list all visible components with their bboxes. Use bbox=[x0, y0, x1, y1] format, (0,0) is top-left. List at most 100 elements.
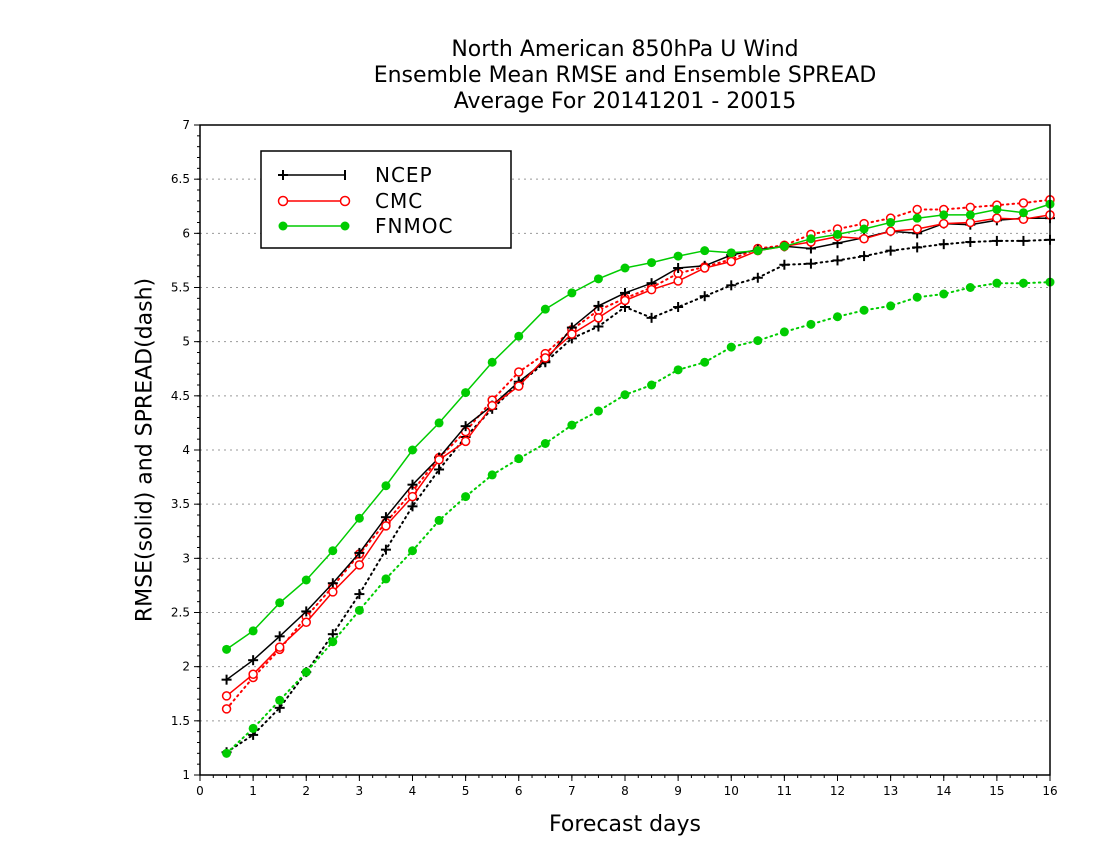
point-ncep-rmse bbox=[274, 631, 285, 642]
point-cmc-rmse bbox=[620, 295, 630, 306]
point-cmc-rmse bbox=[992, 213, 1002, 223]
point-ncep-rmse bbox=[593, 300, 604, 311]
point-fnmoc-rmse bbox=[354, 513, 364, 523]
point-ncep-spread bbox=[380, 544, 391, 555]
point-ncep-spread bbox=[726, 280, 737, 291]
point-cmc-rmse bbox=[912, 224, 922, 234]
x-tick-label: 16 bbox=[1042, 784, 1057, 798]
point-ncep-spread bbox=[991, 235, 1002, 246]
y-tick-label: 1.5 bbox=[171, 714, 190, 728]
point-fnmoc-spread bbox=[726, 342, 736, 352]
chart-title-line-3: Average For 20141201 - 20015 bbox=[453, 89, 797, 114]
legend-fnmoc-marker2 bbox=[340, 221, 350, 231]
point-ncep-spread bbox=[912, 242, 923, 253]
point-fnmoc-spread bbox=[434, 515, 444, 525]
x-tick-label: 11 bbox=[777, 784, 792, 798]
point-fnmoc-rmse bbox=[647, 258, 657, 268]
point-fnmoc-rmse bbox=[1018, 208, 1028, 218]
point-fnmoc-spread bbox=[620, 390, 630, 400]
x-tick-label: 12 bbox=[830, 784, 845, 798]
point-fnmoc-spread bbox=[328, 637, 338, 647]
x-tick-label: 7 bbox=[568, 784, 576, 798]
point-fnmoc-rmse bbox=[779, 241, 789, 251]
point-fnmoc-spread bbox=[886, 301, 896, 311]
point-ncep-spread bbox=[805, 258, 816, 269]
y-tick-label: 5.5 bbox=[171, 281, 190, 295]
point-fnmoc-spread bbox=[859, 305, 869, 315]
point-ncep-rmse bbox=[673, 263, 684, 273]
x-tick-label: 13 bbox=[883, 784, 898, 798]
x-tick-label: 4 bbox=[409, 784, 417, 798]
x-tick-label: 1 bbox=[249, 784, 257, 798]
point-cmc-rmse bbox=[487, 400, 497, 411]
point-cmc-rmse bbox=[407, 491, 418, 502]
x-tick-label: 0 bbox=[196, 784, 204, 798]
point-ncep-spread bbox=[938, 239, 949, 250]
x-axis-label: Forecast days bbox=[548, 812, 702, 837]
y-tick-label: 5 bbox=[182, 335, 190, 349]
point-ncep-spread bbox=[832, 255, 843, 266]
point-cmc-rmse bbox=[567, 329, 577, 339]
point-cmc-rmse bbox=[221, 691, 232, 701]
point-ncep-rmse bbox=[407, 479, 418, 490]
series-layer bbox=[221, 195, 1055, 758]
point-fnmoc-spread bbox=[593, 406, 603, 416]
plot-frame bbox=[199, 124, 1051, 776]
point-fnmoc-rmse bbox=[381, 481, 391, 491]
point-fnmoc-spread bbox=[222, 748, 232, 758]
point-cmc-rmse bbox=[859, 234, 869, 244]
point-ncep-rmse bbox=[460, 421, 471, 432]
point-ncep-spread bbox=[779, 259, 790, 270]
point-fnmoc-spread bbox=[381, 574, 391, 584]
point-ncep-spread bbox=[407, 501, 418, 512]
y-tick-label: 3 bbox=[182, 551, 190, 565]
point-fnmoc-rmse bbox=[248, 626, 258, 636]
point-fnmoc-rmse bbox=[328, 546, 338, 556]
point-ncep-rmse bbox=[327, 578, 338, 589]
point-fnmoc-rmse bbox=[965, 210, 975, 220]
point-fnmoc-spread bbox=[567, 420, 577, 430]
point-cmc-rmse bbox=[248, 669, 258, 679]
point-fnmoc-rmse bbox=[593, 274, 603, 284]
point-fnmoc-spread bbox=[1018, 278, 1028, 288]
point-cmc-rmse bbox=[965, 217, 976, 228]
point-ncep-spread bbox=[965, 237, 976, 247]
series-line-fnmoc-spread bbox=[225, 281, 1051, 755]
point-fnmoc-rmse bbox=[726, 248, 736, 258]
x-tick-label: 5 bbox=[462, 784, 470, 798]
legend-label-fnmoc: FNMOC bbox=[375, 214, 453, 238]
point-ncep-spread bbox=[673, 302, 684, 312]
point-fnmoc-rmse bbox=[434, 418, 444, 428]
legend-box bbox=[260, 150, 512, 249]
point-fnmoc-spread bbox=[992, 278, 1002, 288]
point-fnmoc-rmse bbox=[567, 288, 577, 298]
point-fnmoc-spread bbox=[275, 695, 285, 705]
point-cmc-rmse bbox=[328, 587, 338, 597]
point-fnmoc-spread bbox=[700, 357, 710, 367]
point-cmc-spread bbox=[221, 704, 232, 714]
x-tick-label: 8 bbox=[621, 784, 629, 798]
point-fnmoc-rmse bbox=[487, 357, 497, 367]
point-fnmoc-spread bbox=[248, 723, 258, 733]
point-fnmoc-rmse bbox=[700, 246, 710, 256]
point-fnmoc-spread bbox=[514, 454, 524, 464]
y-tick-label: 4 bbox=[182, 443, 190, 457]
point-fnmoc-rmse bbox=[275, 598, 285, 608]
legend-label-cmc: CMC bbox=[375, 189, 423, 213]
y-tick-label: 2 bbox=[182, 660, 190, 674]
x-tick-label: 9 bbox=[674, 784, 682, 798]
point-cmc-rmse bbox=[885, 226, 896, 236]
series-line-ncep-spread bbox=[225, 238, 1051, 754]
y-tick-label: 2.5 bbox=[171, 606, 190, 620]
point-fnmoc-spread bbox=[461, 492, 471, 502]
y-axis-label: RMSE(solid) and SPREAD(dash) bbox=[132, 277, 158, 623]
point-fnmoc-rmse bbox=[540, 304, 550, 314]
point-fnmoc-spread bbox=[540, 439, 550, 448]
point-fnmoc-rmse bbox=[886, 218, 896, 227]
point-fnmoc-spread bbox=[965, 283, 975, 292]
point-cmc-rmse bbox=[274, 642, 285, 652]
point-fnmoc-rmse bbox=[992, 205, 1002, 214]
x-tick-label: 6 bbox=[515, 784, 523, 798]
point-ncep-spread bbox=[859, 251, 870, 262]
